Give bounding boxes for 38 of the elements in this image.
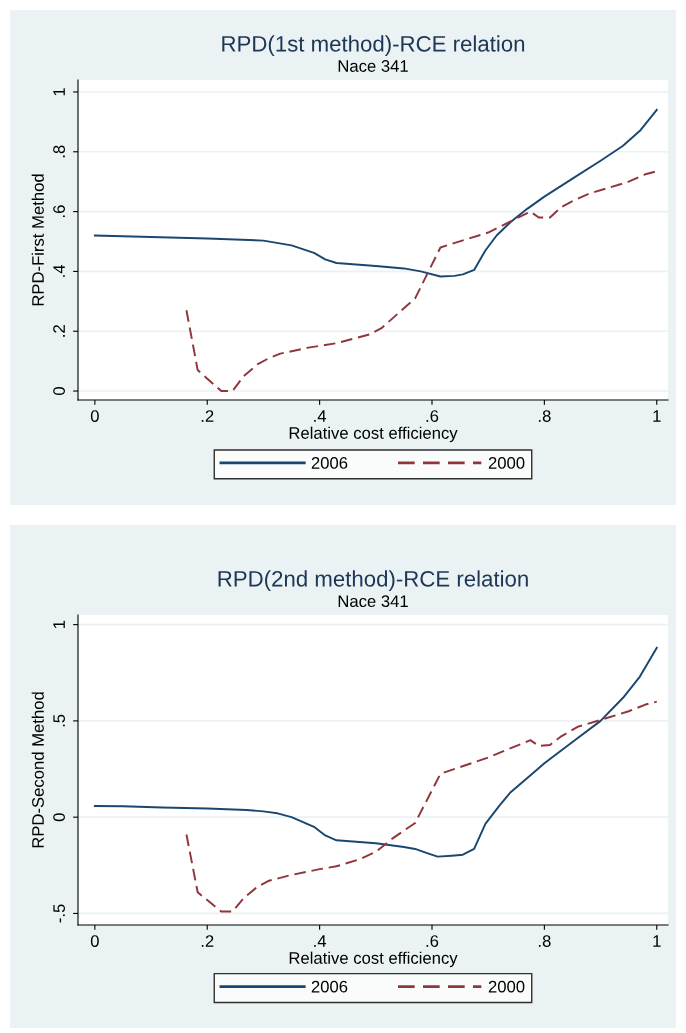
y-tick-label: .2 — [53, 325, 65, 337]
y-tick-label: -.5 — [53, 904, 65, 923]
x-tick-label: 0 — [90, 935, 99, 947]
x-tick-label: .2 — [201, 935, 214, 947]
line-series — [185, 170, 658, 392]
legend-label: 2000 — [488, 457, 525, 469]
line-series — [93, 108, 658, 278]
x-axis-title: Relative cost efficiency — [289, 426, 458, 443]
x-tick-label: .6 — [426, 410, 439, 422]
chart-subtitle: Nace 341 — [338, 595, 408, 608]
x-tick-label: .4 — [314, 410, 327, 422]
chart-title: RPD(2nd method)-RCE relation — [218, 570, 528, 592]
y-tick-label: .6 — [53, 205, 65, 218]
x-tick-label: 1 — [653, 935, 661, 947]
x-tick-label: .8 — [538, 410, 551, 422]
legend-label: 2006 — [311, 457, 348, 469]
legend-label: 2000 — [488, 980, 525, 993]
y-tick-label: 1 — [53, 620, 65, 628]
line-series — [185, 700, 658, 913]
y-tick-label: .4 — [53, 264, 65, 277]
y-tick-label: 1 — [53, 88, 65, 96]
y-tick-label: .5 — [53, 714, 65, 727]
y-axis-title: RPD-First Method — [31, 174, 44, 306]
legend-label: 2006 — [311, 980, 348, 993]
x-tick-label: .6 — [426, 935, 439, 947]
y-tick-label: 0 — [53, 813, 65, 822]
x-tick-label: 0 — [90, 410, 99, 422]
chart-title: RPD(1st method)-RCE relation — [222, 35, 525, 57]
line-series — [93, 646, 658, 858]
x-tick-label: .4 — [314, 935, 327, 947]
x-axis-title: Relative cost efficiency — [289, 951, 458, 968]
x-tick-label: .8 — [538, 935, 551, 947]
x-tick-label: .2 — [201, 410, 214, 422]
y-tick-label: 0 — [53, 387, 65, 396]
x-tick-label: 1 — [653, 410, 661, 422]
chart-subtitle: Nace 341 — [338, 60, 408, 72]
y-axis-title: RPD-Second Method — [31, 692, 44, 848]
y-tick-label: .8 — [53, 145, 65, 158]
